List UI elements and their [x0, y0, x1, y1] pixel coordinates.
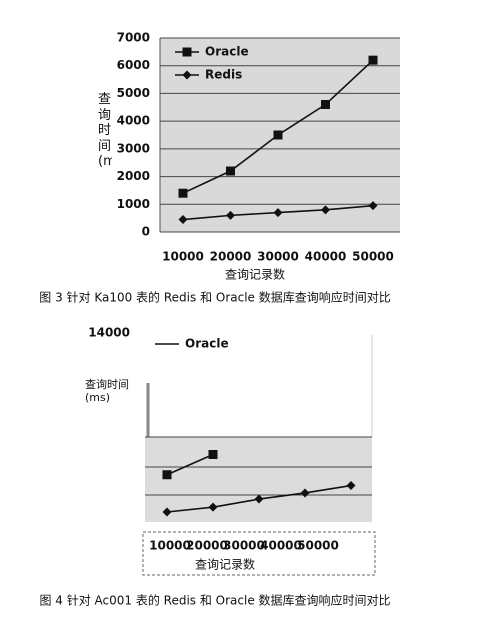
y-tick-label: 0 — [142, 225, 150, 239]
marker — [273, 130, 283, 140]
marker — [321, 205, 330, 215]
marker — [254, 494, 264, 504]
x-tick-label: 10000 — [162, 250, 204, 264]
y-axis-label: 查询时间(ms) — [85, 378, 129, 405]
y-tick-label: 2000 — [117, 169, 150, 183]
marker — [368, 55, 378, 65]
x-tick-label: 40000 — [260, 539, 302, 553]
y-tick-label: 1000 — [117, 197, 150, 211]
x-tick-label: 20000 — [210, 250, 252, 264]
y-tick-label: 14000 — [88, 326, 130, 340]
marker — [182, 47, 192, 57]
caption: 图 3 针对 Ka100 表的 Redis 和 Oracle 数据库查询响应时间… — [39, 290, 391, 305]
y-tick-label: 6000 — [117, 58, 150, 72]
y-tick-label: 5000 — [117, 86, 150, 100]
y-tick-label: 4000 — [117, 114, 150, 128]
x-tick-label: 40000 — [305, 250, 347, 264]
marker — [346, 481, 356, 491]
marker — [208, 450, 218, 459]
plot-area — [145, 437, 372, 522]
marker — [178, 188, 188, 198]
marker — [178, 215, 188, 225]
y-axis-label: 查询时间(m — [98, 92, 112, 170]
marker — [368, 201, 378, 211]
legend-label: Oracle — [185, 337, 229, 351]
axis-box — [142, 531, 376, 576]
marker — [162, 507, 172, 517]
marker — [273, 208, 283, 218]
x-tick-label: 10000 — [149, 539, 191, 553]
x-tick-label: 30000 — [223, 539, 265, 553]
x-tick-label: 30000 — [257, 250, 299, 264]
marker — [321, 100, 330, 110]
marker — [300, 488, 310, 498]
y-axis-label: 查询时间(ms) — [85, 378, 129, 405]
marker — [162, 470, 172, 480]
marker — [226, 210, 235, 220]
marker — [182, 70, 192, 80]
x-axis-label: 查询记录数 — [195, 557, 255, 572]
marker — [208, 502, 218, 512]
x-tick-label: 50000 — [297, 539, 339, 553]
y-tick-label: 3000 — [117, 141, 150, 155]
x-axis-label: 查询记录数 — [225, 267, 285, 282]
series-line — [166, 453, 214, 476]
legend-label: Redis — [205, 68, 242, 82]
x-tick-label: 50000 — [352, 250, 394, 264]
y-axis-label: 查询时间(m — [98, 92, 112, 170]
x-tick-label: 20000 — [186, 539, 228, 553]
legend-label: Oracle — [205, 45, 249, 59]
marker — [226, 166, 235, 176]
caption: 图 4 针对 Ac001 表的 Redis 和 Oracle 数据库查询响应时间… — [39, 593, 390, 608]
y-tick-label: 7000 — [117, 31, 150, 45]
